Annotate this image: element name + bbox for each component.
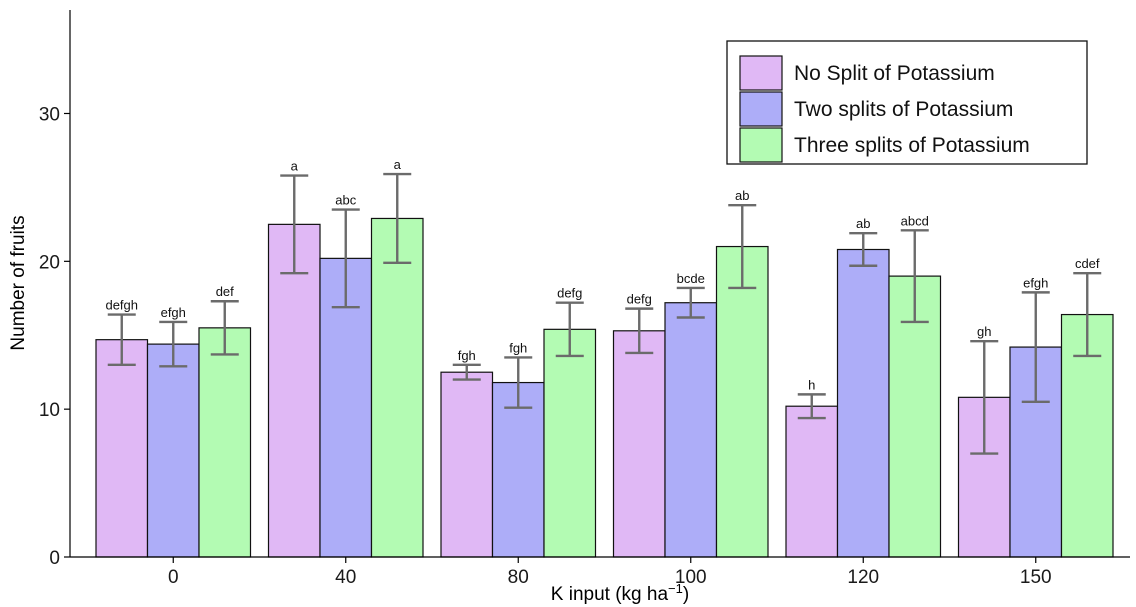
x-tick-label: 80 [508, 567, 529, 588]
legend-label: Three splits of Potassium [794, 134, 1030, 157]
bar [491, 381, 545, 558]
axes: 0 10 20 30 0 40 80 100 120 150 [39, 10, 1130, 588]
x-tick-label: 0 [168, 567, 179, 588]
significance-label: h [808, 377, 815, 392]
significance-label: gh [977, 324, 991, 339]
x-tick-label: 40 [335, 567, 356, 588]
y-tick-label: 20 [39, 252, 60, 273]
legend: No Split of Potassium Two splits of Potas… [726, 40, 1088, 165]
bar [370, 217, 424, 558]
significance-label: ab [856, 216, 870, 231]
significance-label: ab [735, 188, 749, 203]
significance-label: abcd [901, 213, 929, 228]
legend-swatch [739, 127, 783, 163]
significance-label: def [216, 284, 234, 299]
series-3: def a defg ab abcd cdef [198, 157, 1114, 558]
bar [440, 371, 494, 558]
bar [785, 405, 839, 558]
significance-label: efgh [161, 305, 186, 320]
bar [543, 328, 597, 558]
significance-label: defg [557, 286, 582, 301]
y-tick-label: 0 [49, 548, 60, 569]
significance-label: cdef [1075, 256, 1100, 271]
bar [715, 245, 769, 558]
x-axis-title: K input (kg ha−1) [551, 581, 689, 605]
x-ticks: 0 40 80 100 120 150 [168, 557, 1052, 588]
legend-label: Two splits of Potassium [794, 98, 1013, 121]
x-tick-label: 100 [675, 567, 707, 588]
bar [198, 327, 252, 558]
significance-label: fgh [458, 348, 476, 363]
series-2: efgh abc fgh bcde ab efgh [146, 193, 1063, 558]
y-tick-label: 10 [39, 400, 60, 421]
y-axis-title: Number of fruits [8, 215, 29, 350]
y-tick-label: 30 [39, 104, 60, 125]
x-tick-label: 120 [847, 567, 879, 588]
significance-label: defgh [105, 298, 138, 313]
bar [146, 343, 200, 558]
significance-label: a [394, 157, 402, 172]
bar [836, 248, 890, 558]
significance-label: defg [627, 292, 652, 307]
y-ticks: 0 10 20 30 [39, 104, 70, 569]
bar [612, 330, 666, 558]
legend-box [726, 40, 1088, 165]
legend-label: No Split of Potassium [794, 62, 995, 85]
x-tick-label: 150 [1020, 567, 1052, 588]
legend-swatch [739, 55, 783, 91]
legend-swatch [739, 91, 783, 127]
plot-area: defghafghdefghghefghabcfghbcdeabefghdefa… [95, 157, 1114, 558]
significance-label: bcde [677, 271, 705, 286]
significance-label: fgh [509, 340, 527, 355]
significance-label: abc [335, 193, 356, 208]
significance-label: a [291, 159, 299, 174]
bar [664, 302, 718, 558]
significance-label: efgh [1023, 275, 1048, 290]
bar [95, 339, 149, 558]
